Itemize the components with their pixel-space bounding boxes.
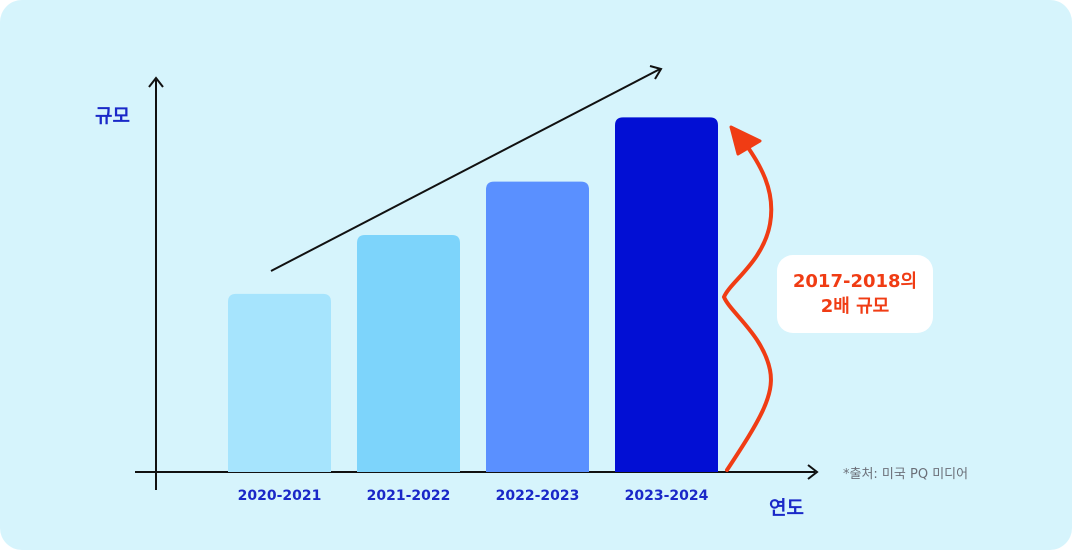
- x-tick-label: 2021-2022: [367, 488, 451, 504]
- x-tick-label: 2023-2024: [625, 488, 709, 504]
- x-tick-label: 2022-2023: [496, 488, 580, 504]
- trend-arrowhead: [649, 65, 663, 80]
- growth-arrowhead: [729, 125, 762, 156]
- bar-2021-2022: [357, 235, 460, 472]
- annotation-callout: 2017-2018의 2배 규모: [777, 255, 933, 333]
- bar-2022-2023: [486, 181, 589, 472]
- source-note: *출처: 미국 PQ 미디어: [843, 467, 969, 482]
- y-axis-arrowhead: [148, 76, 164, 88]
- x-axis-label: 연도: [769, 497, 804, 519]
- bar-2020-2021: [228, 293, 331, 472]
- growth-curve-arrow: [721, 141, 774, 472]
- y-axis-label: 규모: [95, 105, 130, 127]
- annotation-line-2: 2배 규모: [820, 296, 890, 317]
- bar-2023-2024: [615, 117, 718, 472]
- x-axis-arrowhead: [807, 464, 819, 480]
- x-tick-label: 2020-2021: [238, 488, 322, 504]
- annotation-line-1: 2017-2018의: [792, 271, 918, 292]
- trend-arrow: [270, 68, 661, 272]
